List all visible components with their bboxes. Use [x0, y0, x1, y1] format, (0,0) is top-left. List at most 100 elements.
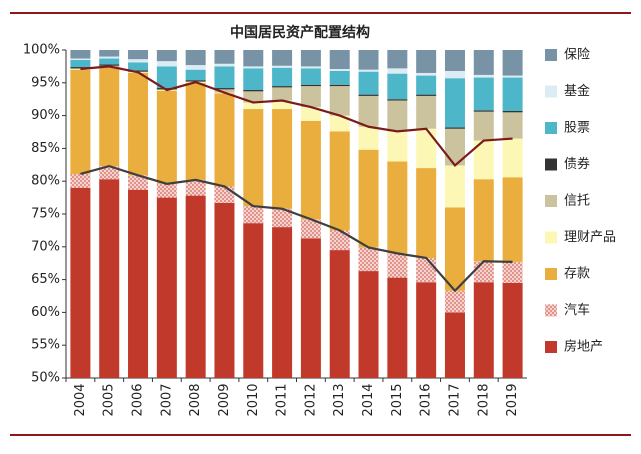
- bar-segment: [128, 175, 149, 190]
- bar-segment: [416, 128, 437, 169]
- bar-segment: [243, 68, 264, 91]
- y-tick-label: 90%: [31, 108, 60, 123]
- bar-segment: [243, 223, 264, 378]
- bar-segment: [416, 94, 437, 96]
- bar-segment: [329, 250, 350, 378]
- bar-segment: [99, 66, 120, 167]
- legend-label: 债券: [564, 156, 590, 172]
- bar-segment: [444, 127, 465, 129]
- bar-segment: [358, 69, 379, 72]
- bar-segment: [358, 126, 379, 150]
- bar-segment: [99, 56, 120, 59]
- bar-segment: [444, 70, 465, 79]
- stack-line: [80, 65, 513, 168]
- bar-segment: [358, 50, 379, 70]
- x-tick-label: 2012: [303, 383, 318, 416]
- bar-segment: [272, 50, 293, 66]
- x-tick-label: 2014: [361, 383, 376, 416]
- bar-segment: [502, 261, 523, 283]
- bar-segment: [99, 179, 120, 378]
- y-tick-label: 75%: [31, 207, 60, 222]
- bar-segment: [329, 69, 350, 71]
- bar-segment: [416, 75, 437, 95]
- bar-segment: [70, 67, 91, 69]
- bar-segment: [99, 50, 120, 57]
- y-tick-label: 100%: [23, 43, 60, 58]
- bar-segment: [70, 187, 91, 378]
- bar-segment: [329, 86, 350, 116]
- bar-segment: [300, 50, 321, 67]
- bar-segment: [272, 100, 293, 110]
- y-tick-label: 95%: [31, 75, 60, 90]
- bar-segment: [387, 131, 408, 162]
- legend-swatch: [545, 268, 557, 280]
- bar-segment: [272, 65, 293, 68]
- bar-segment: [473, 261, 494, 283]
- bar-segment: [473, 140, 494, 180]
- bar-segment: [416, 282, 437, 378]
- bar-segment: [416, 72, 437, 76]
- legend-label: 存款: [564, 267, 590, 282]
- bar-segment: [300, 107, 321, 121]
- bar-segment: [185, 80, 206, 82]
- bar-segment: [502, 282, 523, 378]
- bar-segment: [214, 89, 235, 93]
- bar-segment: [243, 90, 264, 92]
- bar-segment: [329, 70, 350, 85]
- x-tick-label: 2010: [246, 383, 261, 416]
- y-tick-label: 80%: [31, 174, 60, 189]
- bar-segment: [300, 86, 321, 108]
- legend-swatch: [545, 158, 557, 171]
- bar-segment: [502, 112, 523, 139]
- bar-segment: [416, 168, 437, 258]
- legend-label: 基金: [564, 83, 590, 99]
- bar-segment: [387, 99, 408, 101]
- bar-segment: [300, 84, 321, 87]
- bar-segment: [358, 271, 379, 378]
- bar-segment: [214, 202, 235, 378]
- bar-segment: [272, 86, 293, 88]
- stack-line: [80, 164, 513, 293]
- x-tick-label: 2004: [73, 383, 88, 416]
- bar-segment: [358, 95, 379, 127]
- bar-segment: [502, 138, 523, 178]
- bar-segment: [358, 149, 379, 248]
- x-tick-label: 2016: [419, 383, 434, 416]
- bar-segment: [444, 290, 465, 313]
- chart-title: 中国居民资产配置结构: [230, 24, 370, 41]
- bar-segment: [156, 197, 177, 378]
- x-tick-label: 2011: [275, 383, 290, 416]
- bar-segment: [329, 230, 350, 251]
- bar-segment: [473, 110, 494, 112]
- x-tick-label: 2008: [188, 383, 203, 416]
- bar-segment: [70, 50, 91, 59]
- bar-segment: [329, 115, 350, 132]
- legend-label: 股票: [564, 121, 590, 136]
- x-tick-label: 2009: [217, 383, 232, 416]
- bar-segment: [272, 87, 293, 101]
- bar-segment: [272, 227, 293, 378]
- bar-segment: [387, 100, 408, 132]
- bar-segment: [502, 75, 523, 78]
- x-tick-label: 2006: [131, 383, 146, 416]
- y-tick-label: 50%: [31, 371, 60, 386]
- bar-segment: [214, 88, 235, 90]
- bar-segment: [156, 183, 177, 198]
- legend-swatch: [545, 304, 557, 317]
- legend-swatch: [545, 195, 557, 207]
- y-tick-label: 55%: [31, 338, 60, 353]
- bar-segment: [444, 312, 465, 378]
- bar-segment: [473, 179, 494, 262]
- x-tick-label: 2018: [476, 383, 491, 416]
- bar-segment: [214, 66, 235, 89]
- bar-segment: [444, 78, 465, 128]
- bar-segment: [243, 50, 264, 67]
- bar-segment: [329, 131, 350, 231]
- bar-segment: [300, 238, 321, 378]
- legend-label: 信托: [564, 194, 590, 209]
- bar-segment: [70, 69, 91, 174]
- bar-segment: [156, 90, 177, 184]
- bar-segment: [156, 88, 177, 90]
- bar-segment: [185, 65, 206, 70]
- bar-segment: [387, 68, 408, 74]
